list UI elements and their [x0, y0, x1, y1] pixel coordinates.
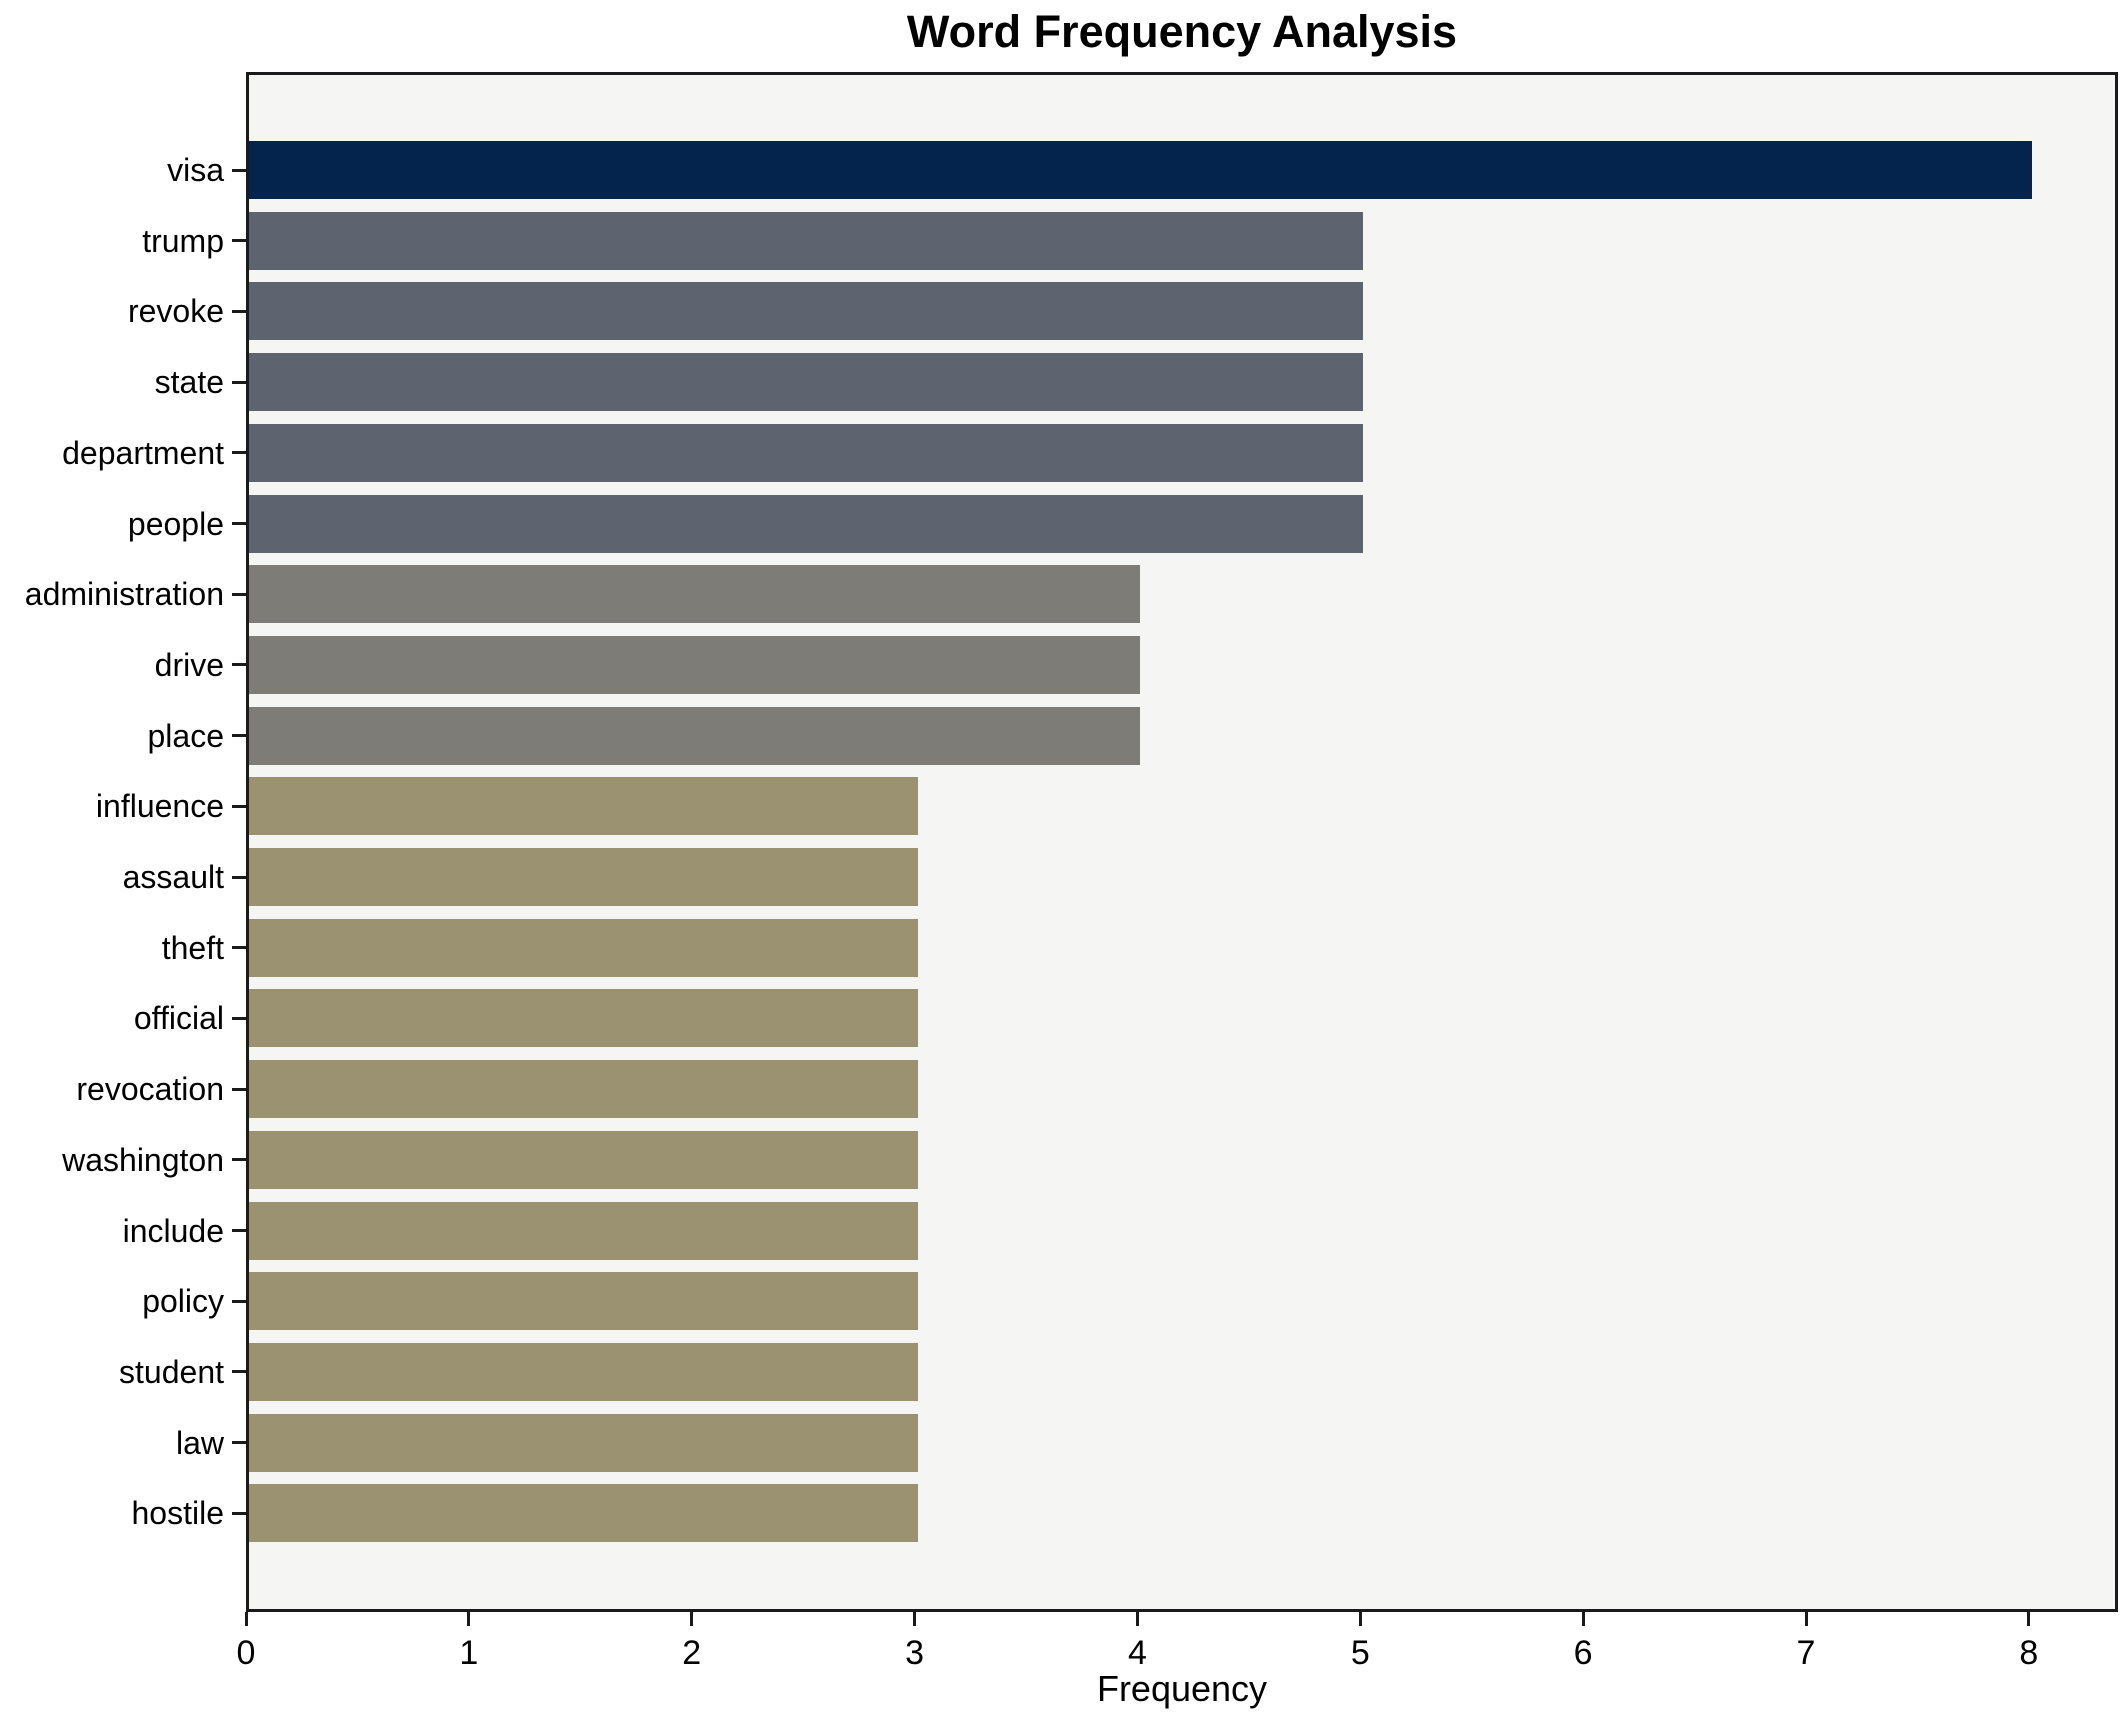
x-tick-mark [913, 1612, 917, 1626]
y-tick-mark [232, 946, 246, 950]
y-axis-label-official: official [133, 1000, 224, 1037]
bar-law [249, 1413, 918, 1472]
y-tick-mark [232, 309, 246, 313]
y-tick-mark [232, 1087, 246, 1091]
plot-area [246, 72, 2118, 1612]
y-tick-mark [232, 522, 246, 525]
x-axis-label: Frequency [1096, 1668, 1268, 1709]
bar-hostile [249, 1484, 918, 1543]
y-tick-mark [232, 875, 246, 879]
y-axis-label-influence: influence [95, 788, 224, 825]
y-tick-mark [232, 1158, 246, 1162]
x-tick-label-8: 8 [2019, 1634, 2039, 1672]
y-axis-label-drive: drive [154, 646, 224, 683]
x-tick-mark [1358, 1612, 1362, 1626]
x-tick-mark [690, 1612, 694, 1626]
x-tick-label-7: 7 [1796, 1634, 1816, 1672]
y-axis-label-revocation: revocation [76, 1071, 224, 1108]
y-axis-label-visa: visa [167, 152, 224, 188]
y-tick-mark [232, 1370, 246, 1374]
y-tick-mark [232, 1511, 246, 1515]
y-axis-label-place: place [147, 717, 225, 754]
x-tick-label-3: 3 [905, 1634, 925, 1672]
y-axis-label-state: state [154, 364, 224, 401]
bar-policy [249, 1272, 918, 1331]
bar-assault [249, 848, 918, 906]
x-tick-mark [1804, 1612, 1808, 1626]
bar-student [249, 1342, 918, 1401]
y-tick-mark [232, 1229, 246, 1232]
x-tick-mark [244, 1612, 248, 1626]
y-axis-label-administration: administration [24, 576, 224, 613]
y-axis-label-include: include [122, 1212, 224, 1249]
y-axis-label-department: department [62, 434, 224, 471]
x-tick-label-1: 1 [459, 1634, 479, 1672]
y-tick-mark [232, 451, 246, 455]
y-axis-label-trump: trump [142, 222, 224, 259]
bar-revoke [249, 282, 1363, 341]
bar-official [249, 989, 918, 1048]
y-tick-mark [232, 804, 246, 808]
y-tick-mark [232, 380, 246, 384]
y-axis-label-washington: washington [62, 1141, 224, 1178]
bar-drive [249, 635, 1140, 694]
chart-title: Word Frequency Analysis [906, 6, 1458, 57]
y-axis-label-student: student [119, 1353, 224, 1390]
bar-include [249, 1201, 918, 1260]
bar-people [249, 494, 1363, 553]
y-axis-label-people: people [127, 505, 224, 542]
y-tick-mark [232, 663, 246, 667]
x-tick-label-4: 4 [1127, 1634, 1147, 1672]
y-tick-mark [232, 1299, 246, 1303]
x-tick-label-6: 6 [1573, 1634, 1593, 1672]
x-tick-label-5: 5 [1350, 1634, 1370, 1672]
y-tick-mark [232, 1016, 246, 1020]
x-tick-mark [1135, 1612, 1139, 1626]
y-tick-mark [232, 239, 246, 243]
bar-revocation [249, 1060, 918, 1119]
y-axis-label-policy: policy [142, 1283, 224, 1320]
bar-state [249, 353, 1363, 412]
x-tick-label-0: 0 [236, 1634, 256, 1672]
y-axis-label-law: law [175, 1424, 224, 1461]
y-tick-mark [232, 1441, 246, 1445]
bar-department [249, 423, 1363, 482]
y-tick-mark [232, 592, 246, 596]
y-axis-label-hostile: hostile [131, 1495, 225, 1532]
bar-administration [249, 565, 1140, 624]
y-tick-mark [232, 168, 246, 172]
y-axis-label-assault: assault [122, 859, 224, 895]
x-tick-mark [467, 1612, 471, 1626]
bar-theft [249, 918, 918, 977]
y-axis-label-revoke: revoke [127, 293, 224, 330]
bar-visa [249, 141, 2032, 199]
bar-trump [249, 211, 1363, 270]
bar-washington [249, 1130, 918, 1189]
x-tick-label-2: 2 [682, 1634, 702, 1672]
bar-influence [249, 777, 918, 836]
bar-place [249, 706, 1140, 765]
y-axis-label-theft: theft [161, 929, 224, 966]
y-tick-mark [232, 734, 246, 738]
x-tick-mark [1581, 1612, 1585, 1626]
x-tick-mark [2027, 1612, 2031, 1626]
